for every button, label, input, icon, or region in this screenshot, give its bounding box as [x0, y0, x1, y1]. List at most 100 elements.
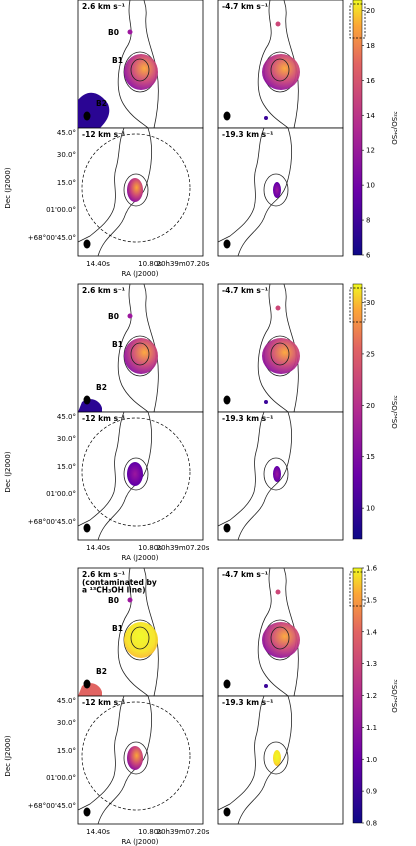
source-label: B2: [96, 99, 107, 108]
map-panel: 2.6 km s⁻¹ B0 B1 B2: [77, 0, 204, 129]
map-panel: -12 km s⁻¹: [77, 127, 204, 257]
contour: [270, 342, 290, 366]
emission: [124, 338, 158, 374]
panel-label: 2.6 km s⁻¹: [82, 286, 125, 295]
beam: [83, 679, 91, 689]
emission: [124, 622, 158, 658]
emission: [275, 305, 281, 311]
source-label: B2: [96, 383, 107, 392]
colorbar-tick-label: 1.3: [366, 660, 377, 668]
beam: [83, 395, 91, 405]
contour: [270, 626, 290, 650]
panel-label: -19.3 km s⁻¹: [222, 414, 273, 423]
colorbar-tick-label: 16: [366, 77, 375, 85]
beam: [83, 111, 91, 121]
contour: [257, 283, 299, 413]
beam: [223, 111, 231, 121]
ra-tick-label: 20h39m07.20s: [157, 544, 210, 552]
contour: [217, 695, 292, 825]
source-label: B1: [112, 340, 123, 349]
contour: [117, 283, 159, 413]
ra-tick-label: 10.80s: [138, 828, 162, 836]
contour: [263, 173, 289, 207]
colorbar-tick-label: 15: [366, 453, 375, 461]
contour: [117, 567, 159, 697]
colorbar-tick-label: 1.4: [366, 628, 378, 636]
colorbar-label: ³²SO/³⁴SO: [390, 395, 398, 429]
colorbar-highlight: [349, 571, 366, 607]
colorbar-tick-label: 1.2: [366, 692, 377, 700]
dec-tick-label: 45.0°: [57, 697, 76, 705]
dec-axis-label: Dec (J2000): [4, 451, 12, 492]
beam: [223, 239, 231, 249]
contour: [270, 58, 290, 82]
source-label: B2: [96, 667, 107, 676]
colorbar-tick-label: 30: [366, 299, 375, 307]
emission: [127, 462, 143, 486]
map-panel: -12 km s⁻¹: [77, 695, 204, 825]
colorbar-tick-label: 20: [366, 402, 375, 410]
source-label: B0: [108, 28, 119, 37]
beam: [223, 807, 231, 817]
colorbar-tick-label: 0.9: [366, 788, 377, 796]
colorbar-tick-label: 6: [366, 252, 371, 260]
contour: [117, 0, 159, 129]
emission: [127, 597, 133, 603]
beam: [83, 239, 91, 249]
map-panel: -19.3 km s⁻¹: [217, 411, 344, 541]
panel-note: a ¹³CH₃OH line): [82, 586, 146, 595]
contour: [257, 0, 299, 129]
emission: [275, 21, 281, 27]
dec-tick-label: 30.0°: [57, 719, 76, 727]
colorbar-tick-label: 18: [366, 42, 375, 50]
source-label: B1: [112, 624, 123, 633]
ra-tick-label: 10.80s: [138, 260, 162, 268]
contour: [263, 741, 289, 775]
panel-label: -4.7 km s⁻¹: [222, 286, 268, 295]
beam-circle: [81, 133, 191, 243]
map-panel: -4.7 km s⁻¹: [217, 0, 344, 129]
ra-tick-label: 10.80s: [138, 544, 162, 552]
emission: [273, 750, 281, 766]
colorbar-tick-label: 1.1: [366, 724, 377, 732]
map-panel: -19.3 km s⁻¹: [217, 127, 344, 257]
map-panel: -12 km s⁻¹: [77, 411, 204, 541]
colorbar-label: ³²SO/³⁴SO: [390, 111, 398, 145]
dec-tick-label: 15.0°: [57, 463, 76, 471]
panel-label: -4.7 km s⁻¹: [222, 570, 268, 579]
emission: [262, 338, 300, 374]
ra-axis-label: RA (J2000): [122, 270, 159, 278]
contour: [123, 741, 149, 775]
panel-label: -19.3 km s⁻¹: [222, 130, 273, 139]
ra-tick-label: 14.40s: [86, 260, 110, 268]
source-label: B1: [112, 56, 123, 65]
colorbar-tick-label: 8: [366, 217, 370, 225]
panel-group: 2.6 km s⁻¹ B0 B1 B2 -4.7 km s⁻¹ -12 km s⁻¹ -19…: [4, 0, 398, 278]
emission: [262, 622, 300, 658]
beam: [223, 523, 231, 533]
colorbar-tick-label: 1.5: [366, 596, 377, 604]
emission: [264, 116, 268, 120]
dec-tick-label: 01'00.0°: [46, 490, 76, 498]
emission: [78, 683, 102, 696]
colorbar-tick-label: 1.0: [366, 756, 377, 764]
beam-circle: [81, 417, 191, 527]
emission: [273, 182, 281, 198]
panel-label: 2.6 km s⁻¹: [82, 570, 125, 579]
colorbar-tick-label: 0.8: [366, 820, 377, 828]
dec-tick-label: +68°00'45.0°: [28, 802, 76, 810]
emission: [264, 400, 268, 404]
contour: [130, 626, 150, 650]
panel-label: -12 km s⁻¹: [82, 130, 125, 139]
ra-tick-label: 14.40s: [86, 828, 110, 836]
source-label: B0: [108, 596, 119, 605]
source-label: B0: [108, 312, 119, 321]
colorbar-label: ³²SO/³⁴SO: [390, 679, 398, 713]
panel-label: -19.3 km s⁻¹: [222, 698, 273, 707]
emission: [275, 589, 281, 595]
contour: [217, 411, 292, 541]
contour: [130, 342, 150, 366]
panel-group: 2.6 km s⁻¹(contaminated bya ¹³CH₃OH line…: [4, 565, 398, 846]
beam: [83, 807, 91, 817]
